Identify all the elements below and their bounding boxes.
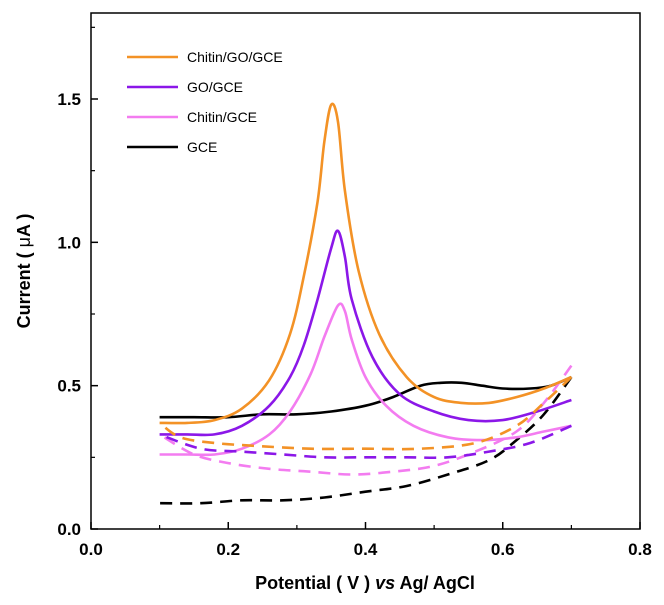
y-axis-title-suffix: A ) <box>14 214 34 237</box>
y-tick-label: 1.0 <box>57 233 81 252</box>
series-chitin-gce-reverse-scan <box>158 364 573 476</box>
x-axis-title-prefix: Potential ( V ) <box>255 573 375 593</box>
y-tick-label: 0.5 <box>57 377 81 396</box>
x-tick-label: 0.0 <box>79 540 103 559</box>
y-axis-title-prefix: Current ( <box>14 247 34 328</box>
series-chitin-go-gce-reverse-scan <box>158 376 573 451</box>
x-axis-title: Potential ( V ) vs Ag/ AgCl <box>255 573 475 593</box>
x-axis-title-suffix: Ag/ AgCl <box>395 573 475 593</box>
series-go-gce-forward-scan <box>159 229 572 437</box>
y-tick-label: 1.5 <box>57 90 81 109</box>
x-tick-label: 0.2 <box>216 540 240 559</box>
x-tick-label: 0.4 <box>354 540 378 559</box>
legend-label: Chitin/GO/GCE <box>187 49 283 65</box>
x-tick-label: 0.6 <box>491 540 515 559</box>
legend-label: GCE <box>187 139 217 155</box>
axis-ticks <box>90 26 641 530</box>
legend-label: GO/GCE <box>187 79 243 95</box>
y-axis-title-greek: μ <box>14 237 34 247</box>
legend-label: Chitin/GCE <box>187 109 257 125</box>
tick-labels: 0.0 0.2 0.4 0.6 0.8 0.0 0.5 1.0 1.5 <box>57 90 651 559</box>
y-tick-label: 0.0 <box>57 520 81 539</box>
series-layer <box>158 102 573 505</box>
series-gce-reverse-scan <box>159 376 573 505</box>
x-axis-title-italic: vs <box>375 573 395 593</box>
y-axis-title: Current ( μA ) <box>14 214 34 329</box>
series-chitin-go-gce-forward-scan <box>159 102 572 425</box>
plot-frame <box>90 12 641 530</box>
series-go-gce-reverse-scan <box>159 424 572 460</box>
series-gce-forward-scan <box>159 375 572 419</box>
x-tick-label: 0.8 <box>628 540 652 559</box>
legend: Chitin/GO/GCE GO/GCE Chitin/GCE GCE <box>127 49 283 155</box>
